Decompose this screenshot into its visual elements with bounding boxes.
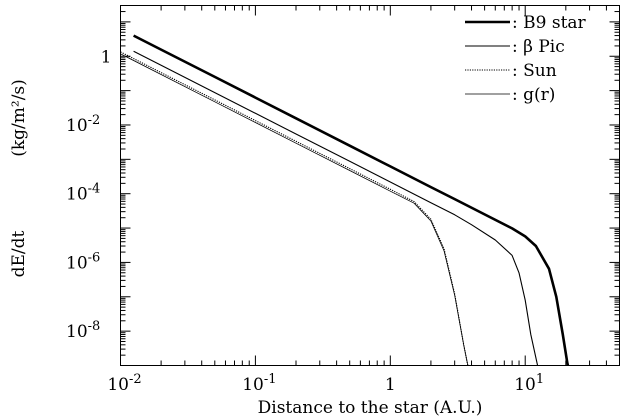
series-lines xyxy=(120,34,570,366)
y-axis-units: (kg/m²/s) xyxy=(9,79,29,157)
x-tick-label: 1 xyxy=(385,375,396,395)
y-tick-label: 10-6 xyxy=(66,250,100,273)
legend-label: : β Pic xyxy=(512,37,565,57)
y-tick-label: 10-2 xyxy=(66,113,100,136)
legend-label: : g(r) xyxy=(512,85,555,105)
series-line-3 xyxy=(120,53,469,366)
x-tick-label: 101 xyxy=(514,372,544,395)
y-tick-label: 1 xyxy=(101,47,112,67)
y-tick-label: 10-8 xyxy=(66,319,100,342)
series-line-0 xyxy=(133,34,570,366)
x-tick-label: 10-1 xyxy=(242,372,276,395)
legend-label: : B9 star xyxy=(512,13,587,33)
axis-ticks xyxy=(120,5,620,366)
tick-labels: 10-2 10-1 1 101 1 10-2 10-4 10-6 10-8 xyxy=(66,47,544,395)
legend-label: : Sun xyxy=(512,61,557,81)
y-axis-label: dE/dt xyxy=(9,230,29,277)
legend: : B9 star : β Pic : Sun : g(r) xyxy=(465,13,587,105)
plot-frame xyxy=(120,5,620,366)
series-line-2 xyxy=(120,51,469,366)
x-axis-label: Distance to the star (A.U.) xyxy=(258,398,483,418)
x-tick-label: 10-2 xyxy=(107,372,141,395)
y-tick-label: 10-4 xyxy=(66,182,100,205)
series-line-1 xyxy=(133,50,539,366)
